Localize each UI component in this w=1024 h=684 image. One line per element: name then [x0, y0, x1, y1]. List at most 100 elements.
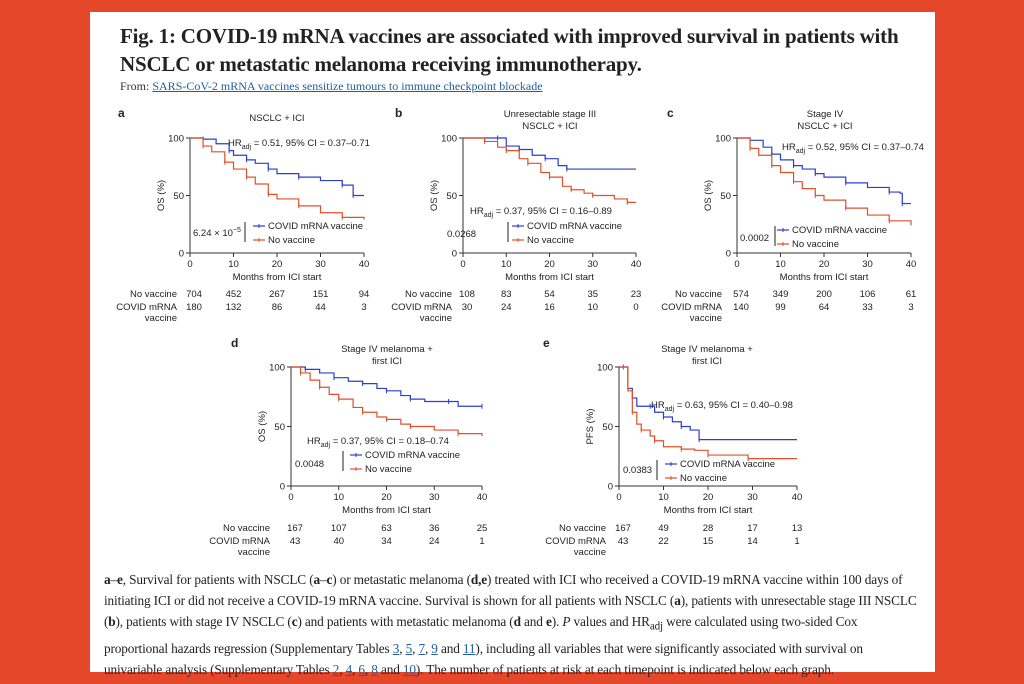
x-tick-label: 0 — [616, 492, 621, 503]
y-tick-label: 0 — [280, 482, 285, 493]
risk-table-value: 54 — [544, 289, 555, 300]
supplementary-table-link[interactable]: 5 — [405, 640, 413, 656]
y-axis-label: OS (%) — [156, 180, 167, 211]
risk-table-value: 151 — [313, 289, 329, 300]
from-label: From: — [120, 79, 150, 93]
x-tick-label: 0 — [734, 259, 739, 270]
y-tick-label: 50 — [602, 422, 613, 433]
risk-table-value: 132 — [226, 302, 242, 313]
p-value-text: 0.0002 — [740, 233, 769, 244]
figure-card: Fig. 1: COVID-19 mRNA vaccines are assoc… — [90, 12, 935, 677]
source-article-link[interactable]: SARS-CoV-2 mRNA vaccines sensitize tumou… — [152, 79, 543, 93]
x-tick-label: 10 — [658, 492, 669, 503]
x-axis-label: Months from ICI start — [664, 505, 753, 516]
risk-table-value: 64 — [819, 302, 830, 313]
risk-table-value: 267 — [269, 289, 285, 300]
risk-table-value: 140 — [733, 302, 749, 313]
risk-table-value: 180 — [186, 302, 202, 313]
y-tick-label: 100 — [269, 363, 285, 374]
x-tick-label: 20 — [544, 259, 555, 270]
risk-table-row-label: COVID mRNA — [209, 536, 270, 547]
risk-table-value: 1 — [479, 536, 484, 547]
y-tick-label: 100 — [597, 363, 613, 374]
risk-table-value: 43 — [290, 536, 301, 547]
supplementary-table-link[interactable]: 3 — [392, 640, 400, 656]
x-tick-label: 30 — [587, 259, 598, 270]
legend-label: No vaccine — [268, 235, 315, 246]
caption-text: ), patients with unresectable stage III … — [104, 593, 917, 629]
risk-table-value: 34 — [381, 536, 392, 547]
risk-table-value: 49 — [658, 523, 669, 534]
risk-table-row-label: vaccine — [238, 547, 270, 558]
legend-label: No vaccine — [680, 473, 727, 484]
caption-text: P — [562, 614, 571, 629]
panel-title: NSCLC + ICI — [249, 113, 304, 124]
y-tick-label: 50 — [720, 191, 731, 202]
risk-table-value: 43 — [618, 536, 629, 547]
y-tick-label: 0 — [179, 249, 184, 260]
caption-text: – — [110, 572, 118, 587]
figure-caption: a–e, Survival for patients with NSCLC (a… — [104, 569, 924, 680]
risk-table-row-label: vaccine — [145, 313, 177, 324]
panel-title: Unresectable stage III — [504, 109, 596, 120]
x-tick-label: 0 — [187, 259, 192, 270]
hazard-ratio-text: HRadj = 0.37, 95% CI = 0.18–0.74 — [307, 436, 449, 449]
panel-title: first ICI — [372, 356, 402, 367]
risk-table-value: 28 — [703, 523, 714, 534]
x-tick-label: 30 — [862, 259, 873, 270]
risk-table-value: 24 — [501, 302, 512, 313]
supplementary-table-link[interactable]: 7 — [418, 640, 425, 656]
supplementary-table-link[interactable]: 2 — [332, 661, 340, 677]
y-tick-label: 0 — [726, 249, 731, 260]
risk-table-value: 10 — [587, 302, 598, 313]
risk-table-value: 61 — [906, 289, 917, 300]
risk-table-value: 704 — [186, 289, 202, 300]
p-value-text: 6.24 × 10−5 — [193, 227, 241, 239]
x-tick-label: 40 — [477, 492, 488, 503]
no-vaccine-curve — [190, 137, 365, 220]
hazard-ratio-text: HRadj = 0.52, 95% CI = 0.37–0.74 — [782, 142, 924, 155]
caption-text: ). — [551, 614, 563, 629]
caption-text: c — [291, 614, 298, 629]
caption-text: , — [412, 640, 419, 656]
x-tick-label: 30 — [747, 492, 758, 503]
supplementary-table-link[interactable]: 8 — [371, 661, 378, 677]
risk-table-value: 94 — [359, 289, 370, 300]
risk-table-row-label: No vaccine — [559, 523, 606, 534]
risk-table-value: 3 — [361, 302, 366, 313]
hazard-ratio-text: HRadj = 0.51, 95% CI = 0.37–0.71 — [228, 138, 370, 151]
caption-text: values and HR — [570, 614, 650, 629]
supplementary-table-link[interactable]: 11 — [462, 640, 476, 656]
risk-table-value: 108 — [459, 289, 475, 300]
risk-table-value: 167 — [615, 523, 631, 534]
caption-text: and — [377, 661, 403, 677]
y-tick-label: 100 — [715, 134, 731, 145]
risk-table-value: 25 — [477, 523, 488, 534]
x-axis-label: Months from ICI start — [233, 272, 322, 283]
risk-table-value: 13 — [792, 523, 803, 534]
caption-text: e — [117, 572, 123, 587]
legend-label: COVID mRNA vaccine — [792, 225, 887, 236]
risk-table-row-label: COVID mRNA — [116, 302, 177, 313]
caption-text: , — [352, 661, 359, 677]
p-value-text: 0.0048 — [295, 459, 324, 470]
supplementary-table-link[interactable]: 6 — [358, 661, 365, 677]
risk-table-value: 86 — [272, 302, 283, 313]
supplementary-table-link[interactable]: 10 — [402, 661, 416, 677]
caption-text: , — [339, 661, 346, 677]
x-tick-label: 10 — [775, 259, 786, 270]
supplementary-table-link[interactable]: 4 — [345, 661, 353, 677]
p-value-text: 0.0383 — [623, 465, 652, 476]
x-tick-label: 40 — [906, 259, 917, 270]
legend-label: No vaccine — [527, 235, 574, 246]
y-tick-label: 0 — [608, 482, 613, 493]
risk-table-value: 200 — [816, 289, 832, 300]
supplementary-table-link[interactable]: 9 — [431, 640, 438, 656]
panel-title: Stage IV melanoma + — [661, 344, 753, 355]
legend-label: COVID mRNA vaccine — [680, 459, 775, 470]
panel-letter: a — [118, 106, 125, 120]
y-axis-label: OS (%) — [257, 411, 268, 442]
caption-text: d,e — [470, 572, 488, 587]
x-axis-label: Months from ICI start — [342, 505, 431, 516]
